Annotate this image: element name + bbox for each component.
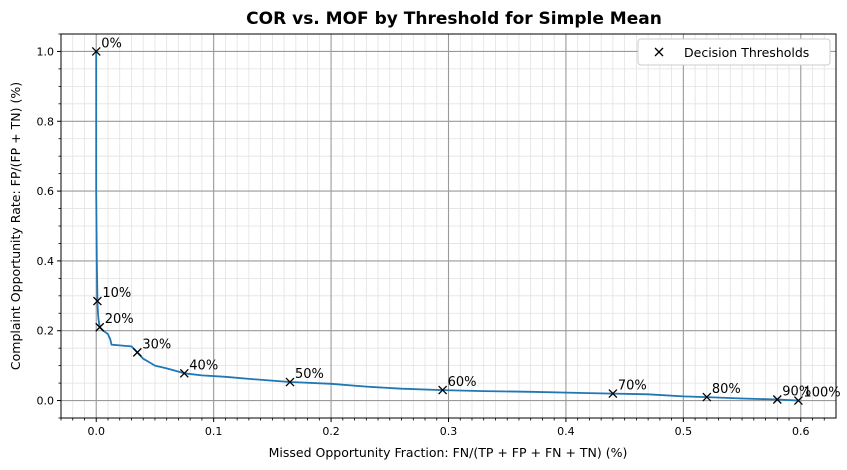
x-tick-label: 0.6 — [792, 425, 810, 438]
x-tick-label: 0.0 — [87, 425, 105, 438]
y-tick-label: 0.6 — [37, 185, 55, 198]
legend-box — [637, 38, 831, 66]
y-tick-label: 0.4 — [37, 255, 55, 268]
x-axis-label: Missed Opportunity Fraction: FN/(TP + FP… — [269, 445, 628, 460]
x-tick-label: 0.1 — [205, 425, 223, 438]
threshold-marker-20 — [95, 322, 105, 332]
threshold-label-10: 10% — [102, 286, 131, 301]
threshold-marker-100 — [793, 396, 803, 406]
threshold-label-80: 80% — [712, 382, 741, 397]
y-tick-label: 0.0 — [37, 395, 55, 408]
y-tick-label: 0.2 — [37, 325, 55, 338]
series-line-cor-vs-mof — [95, 51, 799, 402]
threshold-marker-60 — [438, 385, 448, 395]
threshold-marker-40 — [179, 368, 189, 378]
legend-entry-decision-thresholds: Decision Thresholds — [684, 45, 809, 60]
y-axis-ticks: 0.0 0.2 0.4 0.6 0.8 1.0 — [37, 33, 61, 419]
threshold-marker-30 — [132, 347, 142, 357]
x-tick-label: 0.4 — [557, 425, 575, 438]
y-axis-label: Complaint Opportunity Rate: FP/(FP + TN)… — [8, 82, 23, 370]
threshold-label-0: 0% — [101, 36, 122, 51]
decision-threshold-markers — [91, 46, 803, 406]
threshold-label-70: 70% — [618, 379, 647, 394]
threshold-marker-50 — [285, 377, 295, 387]
legend: Decision Thresholds — [637, 38, 831, 66]
threshold-label-30: 30% — [142, 337, 171, 352]
threshold-label-90: 90% — [782, 384, 811, 399]
threshold-label-20: 20% — [105, 312, 134, 327]
threshold-marker-70 — [608, 389, 618, 399]
series-curve-layer — [95, 51, 799, 402]
threshold-label-40: 40% — [189, 358, 218, 373]
chart-title: COR vs. MOF by Threshold for Simple Mean — [246, 9, 662, 29]
x-tick-label: 0.5 — [675, 425, 693, 438]
threshold-marker-10 — [92, 296, 102, 306]
x-tick-label: 0.3 — [440, 425, 458, 438]
threshold-annotations: 0% 10% 20% 30% 40% 50% 60% 70% 80% 90%100% — [101, 36, 840, 400]
x-tick-label: 0.2 — [322, 425, 340, 438]
threshold-marker-0 — [91, 46, 101, 56]
y-tick-label: 1.0 — [37, 45, 55, 58]
legend-marker-x — [654, 47, 664, 57]
threshold-label-100: 100% — [803, 386, 840, 401]
threshold-marker-90 — [772, 395, 782, 404]
x-axis-ticks: 0.0 0.1 0.2 0.3 0.4 0.5 0.6 — [60, 418, 825, 438]
threshold-label-60: 60% — [448, 375, 477, 390]
threshold-marker-80 — [702, 392, 712, 402]
threshold-label-50: 50% — [295, 367, 324, 382]
y-tick-label: 0.8 — [37, 115, 55, 128]
